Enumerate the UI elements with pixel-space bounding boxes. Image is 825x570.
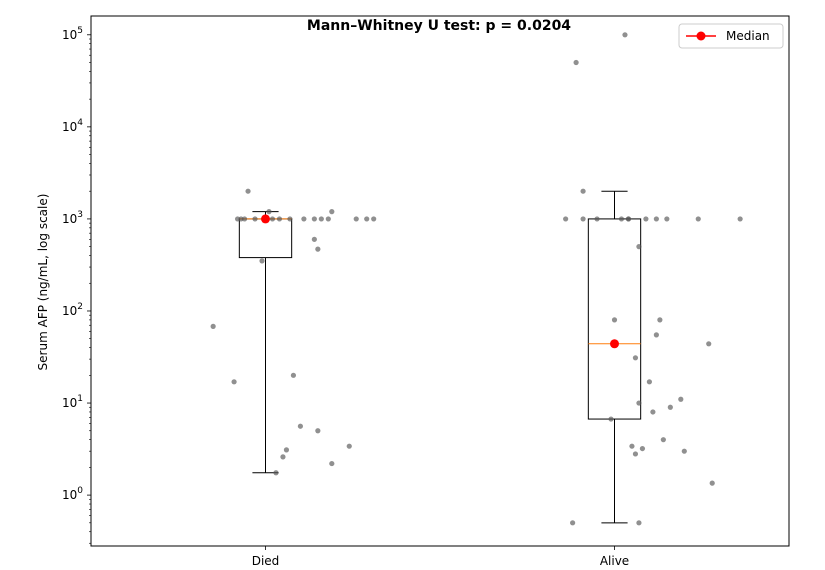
died-point-5 — [245, 188, 251, 194]
alive-point-31 — [706, 341, 712, 347]
alive-point-24 — [664, 216, 670, 222]
died-point-12 — [273, 470, 279, 476]
alive-point-23 — [660, 437, 666, 443]
alive-point-5 — [594, 216, 600, 222]
alive-point-25 — [667, 404, 673, 410]
alive-point-30 — [695, 216, 701, 222]
alive-point-7 — [611, 317, 618, 323]
y-tick-label-4: 104 — [62, 118, 83, 134]
died-point-28 — [353, 216, 359, 222]
legend-frame — [678, 23, 784, 49]
alive-point-17 — [643, 216, 649, 222]
alive-point-15 — [636, 400, 642, 406]
died-point-19 — [311, 216, 317, 222]
died-point-18 — [301, 216, 307, 222]
alive-point-1 — [570, 520, 576, 526]
y-tick-label-0: 100 — [62, 486, 83, 502]
alive-point-18 — [646, 379, 653, 385]
alive-point-4 — [580, 216, 586, 222]
axes-frame — [90, 15, 790, 547]
alive-point-6 — [608, 416, 614, 422]
died-point-10 — [269, 216, 276, 222]
plot-area: 100 101 102 103 104 105 Died Alive — [62, 15, 790, 568]
died-point-26 — [329, 460, 335, 467]
died-point-4 — [241, 216, 248, 222]
died-point-15 — [287, 216, 293, 222]
x-tick-label-alive: Alive — [600, 554, 629, 568]
alive-point-29 — [681, 448, 687, 454]
alive-point-12 — [629, 443, 635, 449]
died-point-24 — [325, 216, 331, 222]
alive-point-16 — [639, 445, 646, 452]
died-point-27 — [346, 443, 352, 449]
alive-point-26 — [636, 244, 642, 250]
alive-point-0 — [563, 216, 569, 222]
died-point-9 — [266, 209, 272, 215]
alive-point-21 — [653, 332, 659, 338]
alive-point-27 — [636, 520, 642, 526]
died-point-7 — [259, 258, 265, 264]
alive-point-32 — [709, 480, 715, 486]
legend-median-marker — [696, 31, 706, 41]
y-axis-label: Serum AFP (ng/mL, log scale) — [36, 194, 50, 371]
died-point-6 — [252, 216, 258, 222]
died-point-1 — [231, 379, 237, 385]
died-point-22 — [318, 216, 324, 222]
alive-box — [587, 218, 642, 420]
legend-label-median: Median — [726, 29, 770, 43]
died-point-29 — [364, 216, 370, 222]
died-point-21 — [315, 246, 321, 252]
alive-point-11 — [622, 32, 628, 38]
alive-point-28 — [678, 396, 684, 402]
died-point-23 — [315, 428, 321, 434]
alive-point-8 — [618, 216, 625, 222]
y-tick-label-5: 105 — [62, 26, 83, 42]
y-tick-label-1: 101 — [62, 394, 83, 410]
alive-point-19 — [650, 409, 656, 415]
died-point-17 — [297, 423, 303, 429]
alive-point-3 — [580, 188, 586, 194]
died-point-0 — [210, 323, 216, 329]
died-point-30 — [371, 216, 377, 222]
died-point-14 — [283, 447, 290, 453]
legend: Median — [678, 23, 784, 49]
died-point-20 — [311, 236, 317, 242]
alive-median-marker — [610, 339, 619, 349]
died-point-25 — [329, 209, 335, 215]
died-median-marker — [261, 214, 270, 224]
x-tick-label-died: Died — [252, 554, 280, 568]
alive-point-2 — [573, 59, 579, 66]
died-point-13 — [280, 454, 286, 460]
alive-point-10 — [625, 216, 632, 222]
y-tick-label-3: 103 — [62, 210, 83, 226]
alive-point-22 — [657, 317, 663, 323]
chart-title: Mann–Whitney U test: p = 0.0204 — [307, 18, 571, 34]
alive-point-14 — [632, 451, 639, 457]
alive-point-13 — [632, 355, 639, 361]
alive-point-20 — [653, 216, 659, 222]
died-point-16 — [290, 372, 297, 378]
died-point-11 — [276, 216, 283, 222]
y-tick-label-2: 102 — [62, 302, 83, 318]
alive-point-33 — [737, 216, 743, 222]
